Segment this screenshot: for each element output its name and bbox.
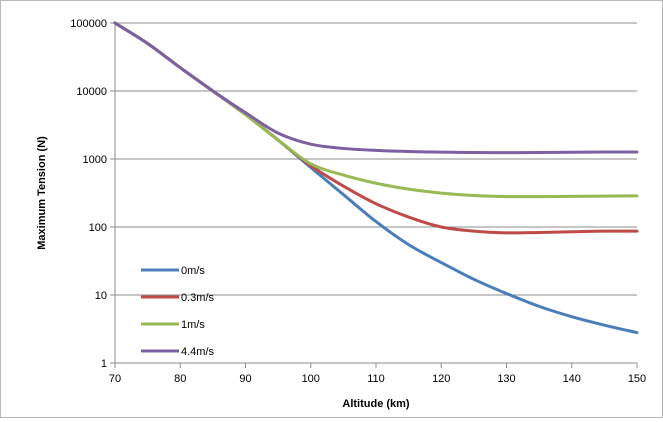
- legend-label: 0m/s: [181, 265, 205, 277]
- y-axis: 1 10 100 1000 10000 100000: [70, 18, 115, 370]
- legend-label: 4.4m/s: [181, 346, 215, 358]
- legend-label: 1m/s: [181, 319, 205, 331]
- x-axis: 70 80 90 100 110 120 130 140 150: [109, 363, 646, 385]
- x-tick-label: 90: [239, 373, 251, 385]
- x-tick-label: 140: [563, 373, 581, 385]
- x-tick-label: 130: [497, 373, 515, 385]
- y-axis-title: Maximum Tension (N): [36, 136, 48, 250]
- y-tick-label: 10000: [76, 86, 107, 98]
- y-tick-label: 100000: [70, 18, 107, 30]
- x-tick-label: 80: [174, 373, 186, 385]
- series-line: [113, 21, 639, 155]
- y-tick-label: 10: [95, 290, 107, 302]
- gridlines: [115, 22, 637, 296]
- legend: 0m/s 0.3m/s 1m/s 4.4m/s: [141, 265, 215, 358]
- y-tick-label: 1: [101, 358, 107, 370]
- x-tick-label: 120: [432, 373, 450, 385]
- series-line: [113, 21, 639, 199]
- legend-label: 0.3m/s: [181, 292, 215, 304]
- x-tick-label: 110: [367, 373, 385, 385]
- series-lines: [113, 21, 639, 335]
- x-tick-label: 70: [109, 373, 121, 385]
- y-tick-label: 100: [89, 222, 107, 234]
- series-line: [113, 21, 639, 235]
- x-axis-title: Altitude (km): [342, 398, 410, 410]
- y-tick-label: 1000: [83, 154, 107, 166]
- x-tick-label: 150: [628, 373, 646, 385]
- x-tick-label: 100: [302, 373, 320, 385]
- series-line: [113, 21, 639, 335]
